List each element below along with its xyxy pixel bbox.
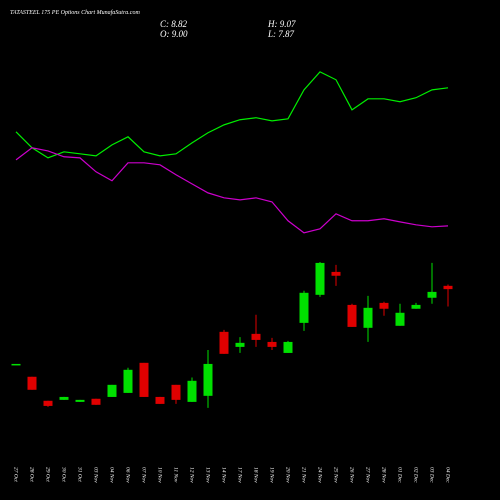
x-tick-label: 20 Nov — [285, 467, 291, 483]
candle-body — [251, 333, 261, 340]
candle-body — [171, 384, 181, 400]
candle-body — [443, 285, 453, 290]
candle-body — [139, 362, 149, 397]
candle-body — [91, 398, 101, 405]
x-tick-label: 03 Nov — [93, 467, 99, 483]
high-label: H: 9.07 — [267, 19, 296, 29]
candle-body — [123, 369, 133, 393]
x-tick-label: 06 Nov — [125, 467, 131, 483]
x-tick-label: 13 Nov — [205, 467, 211, 483]
candle-body — [187, 380, 197, 402]
x-tick-label: 30 Oct — [61, 466, 67, 482]
candle-body — [59, 396, 69, 400]
candle-body — [363, 307, 373, 328]
x-tick-label: 17 Nov — [237, 467, 243, 483]
x-tick-label: 31 Oct — [77, 466, 83, 482]
x-tick-label: 27 Nov — [365, 467, 371, 483]
candle-body — [427, 291, 437, 298]
candle-body — [395, 312, 405, 326]
x-tick-label: 26 Nov — [349, 467, 355, 483]
x-tick-label: 02 Dec — [413, 467, 419, 483]
x-tick-label: 25 Nov — [333, 467, 339, 483]
candle-body — [11, 363, 21, 366]
x-tick-label: 28 Nov — [381, 467, 387, 483]
open-label: O: 9.00 — [160, 29, 188, 39]
candle-body — [267, 341, 277, 347]
candle-body — [379, 302, 389, 309]
x-tick-label: 04 Nov — [109, 467, 116, 483]
x-tick-label: 04 Dec — [445, 467, 452, 483]
x-tick-label: 12 Nov — [189, 467, 195, 483]
low-label: L: 7.87 — [267, 29, 295, 39]
candle-body — [331, 271, 341, 276]
candle-body — [283, 341, 293, 353]
candle-body — [75, 399, 85, 402]
candle-body — [235, 342, 245, 347]
x-tick-label: 24 Nov — [317, 467, 324, 483]
indicator-line — [15, 147, 449, 234]
x-tick-label: 21 Nov — [301, 467, 307, 483]
candle-body — [347, 304, 357, 327]
candle-body — [219, 331, 229, 354]
x-tick-label: 03 Dec — [429, 467, 435, 483]
chart-title: TATASTEEL 175 PE Options Chart MunafaSut… — [10, 9, 140, 16]
candle-body — [203, 363, 213, 396]
candle-body — [43, 400, 53, 406]
candle-body — [299, 292, 309, 323]
x-tick-label: 18 Nov — [253, 467, 259, 483]
candle-body — [315, 262, 325, 295]
close-label: C: 8.82 — [160, 19, 188, 29]
x-tick-label: 29 Oct — [45, 467, 51, 482]
indicator-line — [15, 71, 449, 159]
candle-body — [155, 396, 165, 404]
candle-body — [411, 304, 421, 309]
x-tick-label: 28 Oct — [29, 467, 35, 482]
x-tick-label: 27 Oct — [13, 467, 19, 482]
x-tick-label: 19 Nov — [269, 467, 275, 483]
candle-body — [107, 384, 117, 397]
x-tick-label: 01 Dec — [397, 467, 403, 483]
x-tick-label: 14 Nov — [221, 467, 228, 483]
x-tick-label: 07 Nov — [141, 467, 147, 483]
candle-body — [27, 376, 37, 390]
x-tick-label: 10 Nov — [157, 467, 163, 483]
x-tick-label: 11 Nov — [173, 467, 179, 483]
